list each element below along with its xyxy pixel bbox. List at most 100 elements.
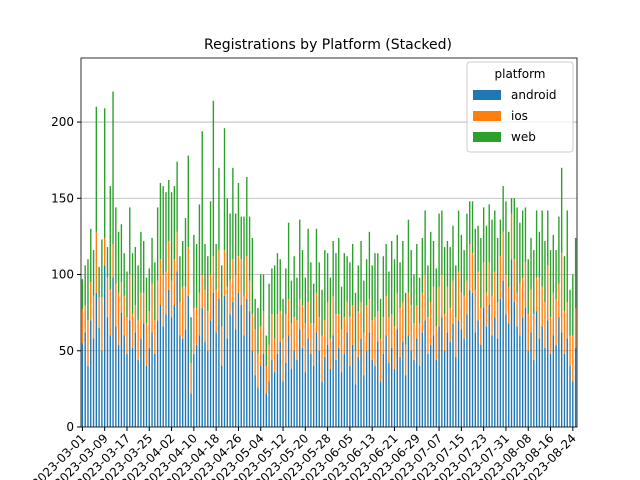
bar [126,353,128,427]
bar [282,298,284,339]
bar [349,317,351,367]
legend-label: ios [511,109,528,123]
bar [159,305,162,427]
legend: platform android ios web [466,61,574,153]
legend-label: android [511,88,557,102]
bar [285,268,287,315]
bar [574,347,577,427]
bar [310,323,312,354]
bar [140,231,142,293]
bar [555,250,557,299]
bar [195,344,198,427]
bar [516,326,518,427]
bar [446,240,449,287]
bar [98,297,100,328]
bar [221,366,223,427]
bar [279,259,281,312]
bar [482,207,485,263]
bar [424,320,426,427]
bar [432,240,435,287]
bar [357,311,359,357]
bar [232,167,234,260]
legend-title: platform [495,67,546,81]
bar [505,274,507,315]
y-tick-label: 0 [66,420,74,434]
bar [301,305,304,348]
bar [212,292,215,427]
bar [329,338,332,370]
bar [229,314,231,427]
bar [377,341,379,427]
bar [404,375,407,427]
bar [143,292,145,324]
bar [477,320,479,427]
bar [430,344,432,427]
bar [560,253,563,333]
bar [560,167,563,254]
bar [430,231,432,302]
bar [207,256,209,312]
bar [190,393,192,427]
bar [95,292,98,427]
legend-swatch [473,90,501,100]
bar [533,314,535,360]
bar [271,268,273,315]
bar [349,366,351,427]
bar [229,280,231,315]
bar [407,335,410,427]
bar [396,234,398,293]
bar [569,289,571,336]
bar [418,323,421,367]
bar [485,292,488,327]
bar [346,332,348,427]
bar [410,350,412,427]
bar [234,274,237,330]
bar [382,256,385,318]
bar [474,289,476,333]
bar [452,225,454,281]
bar [496,237,499,302]
bar [463,295,465,339]
bar [324,250,326,321]
bar [145,277,148,324]
bar [204,341,206,427]
bar [449,341,451,427]
bar [485,326,488,427]
bar [457,320,460,427]
bar [443,314,446,351]
bar [243,216,245,296]
bar [438,213,440,287]
bar [156,280,159,321]
bar [466,314,468,427]
bar [193,353,195,427]
bar [145,366,148,427]
bar [530,237,532,290]
bar [494,317,496,427]
bar [190,362,192,394]
bar [485,225,488,293]
bar [360,301,362,339]
bar [430,301,432,345]
bar [527,350,529,427]
bar [204,289,206,342]
bar [527,314,529,351]
bar [287,335,290,427]
bar [418,366,421,427]
bar [446,332,449,427]
bar [299,329,301,427]
bar [184,218,187,287]
bar [98,266,100,298]
bar [340,372,343,427]
bar [293,256,295,318]
bar [165,271,167,315]
bar [371,320,373,360]
bar [304,323,307,373]
bar [312,323,315,367]
bar [435,268,437,327]
bar [340,329,343,373]
bar [285,314,287,363]
bar [299,219,301,299]
bar [173,186,176,260]
bar [84,265,86,306]
bar [109,289,111,336]
